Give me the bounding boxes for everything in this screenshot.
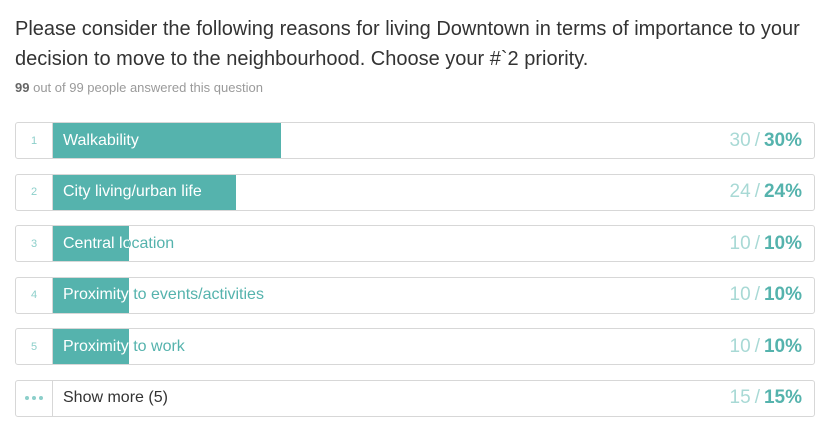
bar-area: Central location Central location (53, 226, 814, 261)
result-label-inverse: City living/urban life (63, 183, 202, 200)
result-label: Walkability (63, 131, 139, 149)
result-row: 5 Proximity to work Proximity to work 10… (15, 328, 815, 365)
result-label-inverse: Central location (63, 234, 129, 252)
result-count: 10 (729, 284, 751, 305)
show-more-label: Show more (5) (63, 389, 168, 406)
result-label: Central location (63, 234, 175, 252)
answered-text: out of 99 people answered this question (33, 80, 263, 95)
result-row: 2 City living/urban life City living/urb… (15, 173, 815, 211)
rank-number: 4 (16, 277, 53, 313)
bar-area: Proximity to work Proximity to work (53, 329, 814, 364)
result-label-overlay: City living/urban life (53, 175, 236, 210)
result-label-overlay: Proximity to events/activities (53, 278, 129, 313)
result-stat: 10/10% (730, 278, 802, 313)
response-summary: 99 out of 99 people answered this questi… (15, 80, 263, 95)
result-stat: 10/10% (730, 226, 802, 261)
bar-area: Proximity to events/activities Proximity… (53, 277, 814, 313)
ellipsis-icon (16, 380, 53, 416)
result-row: 1 Walkability Walkability 30/30% (15, 122, 815, 159)
show-more-button[interactable]: Show more (5) 15/15% (15, 379, 815, 417)
stat-separator: / (754, 284, 760, 305)
result-count: 10 (729, 232, 751, 254)
result-percent: 10% (763, 335, 802, 357)
result-count: 24 (729, 181, 751, 202)
result-label-inverse: Proximity to events/activities (63, 286, 129, 303)
rank-number: 2 (16, 174, 53, 210)
result-bar (53, 174, 236, 210)
rank-number: 5 (16, 329, 53, 364)
stat-separator: / (754, 387, 760, 408)
stat-separator: / (754, 232, 760, 254)
stat-separator: / (754, 129, 760, 151)
stat-separator: / (754, 335, 760, 357)
result-label-overlay: Proximity to work (53, 329, 129, 364)
question-title: Please consider the following reasons fo… (15, 18, 800, 70)
result-percent: 24% (763, 181, 802, 202)
result-row: 3 Central location Central location 10/1… (15, 225, 815, 262)
results-list: 1 Walkability Walkability 30/30% 2 City … (15, 122, 815, 431)
result-label-overlay: Central location (53, 226, 129, 261)
result-stat: 30/30% (730, 123, 802, 158)
result-label-inverse: Walkability (63, 131, 139, 149)
result-bar (53, 329, 129, 364)
bar-area: Walkability Walkability (53, 123, 814, 158)
bar-area: Show more (5) (53, 381, 814, 416)
stat-separator: / (754, 181, 760, 202)
result-label-inverse: Proximity to work (63, 337, 129, 355)
result-count: 10 (729, 335, 751, 357)
result-row: 4 Proximity to events/activities Proximi… (15, 276, 815, 314)
result-percent: 15% (763, 387, 802, 408)
result-percent: 10% (763, 232, 802, 254)
result-label: City living/urban life (63, 183, 202, 200)
result-bar (53, 226, 129, 261)
result-count: 15 (729, 387, 751, 408)
result-bar (53, 277, 129, 313)
result-stat: 15/15% (730, 381, 802, 416)
result-stat: 24/24% (730, 175, 802, 210)
result-percent: 30% (763, 129, 802, 151)
answered-count: 99 (15, 80, 30, 95)
result-stat: 10/10% (730, 329, 802, 364)
result-percent: 10% (763, 284, 802, 305)
bar-area: City living/urban life City living/urban… (53, 174, 814, 210)
rank-number: 1 (16, 123, 53, 158)
result-count: 30 (729, 129, 751, 151)
result-label: Proximity to events/activities (63, 286, 264, 303)
result-label-overlay: Walkability (53, 123, 281, 158)
result-bar (53, 123, 281, 158)
rank-number: 3 (16, 226, 53, 261)
result-label: Proximity to work (63, 337, 185, 355)
